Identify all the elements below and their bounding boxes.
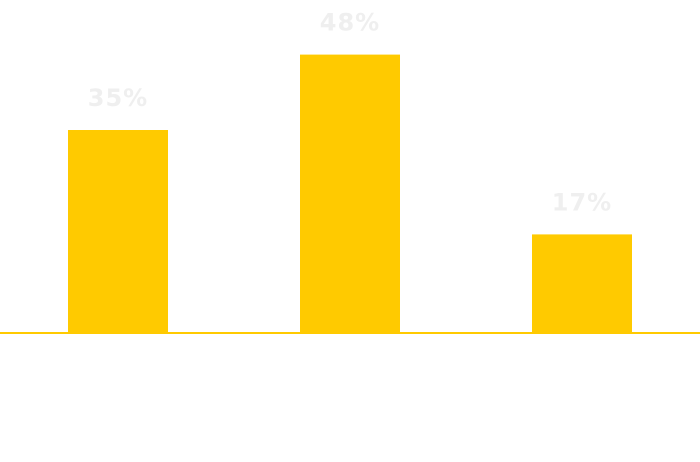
bar-1 [68, 130, 168, 333]
bar-value-label-2: 48% [320, 9, 380, 37]
bar-3 [532, 234, 632, 333]
bar-value-label-1: 35% [88, 84, 148, 112]
bars-group [68, 54, 632, 333]
bar-value-label-3: 17% [552, 188, 612, 216]
bar-2 [300, 54, 400, 333]
labels-group: 35% 48% 17% [88, 9, 612, 217]
